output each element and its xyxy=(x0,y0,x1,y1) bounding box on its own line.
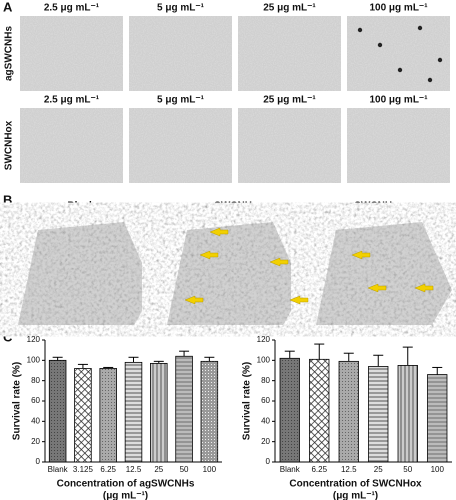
aggregate xyxy=(357,27,363,33)
x-tick-label: 3.125 xyxy=(73,465,94,474)
y-axis-label: Survival rate (%) xyxy=(12,362,23,440)
y-tick-label: 0 xyxy=(36,457,41,466)
image-label: 5 μg mL⁻¹ xyxy=(157,95,205,106)
arrow xyxy=(414,283,434,293)
bar xyxy=(124,361,143,463)
image-label: 100 μg mL⁻¹ xyxy=(369,3,428,14)
y-tick-label: 80 xyxy=(31,376,40,385)
panel-label: A xyxy=(3,0,13,14)
cell xyxy=(316,222,452,325)
arrow xyxy=(289,295,309,305)
aggregate xyxy=(427,77,433,83)
cell xyxy=(18,222,154,325)
y-axis-label: Survival rate (%) xyxy=(242,362,253,440)
sem-image xyxy=(306,214,452,325)
y-tick-label: 120 xyxy=(27,335,41,344)
y-tick-label: 100 xyxy=(27,355,41,364)
x-axis-unit: (μg mL⁻¹) xyxy=(333,491,378,500)
micrograph-texture xyxy=(347,108,450,183)
bar xyxy=(368,366,389,463)
image-label: 100 μg mL⁻¹ xyxy=(369,95,428,106)
x-tick-label: 50 xyxy=(180,465,189,474)
y-tick-label: 120 xyxy=(257,335,271,344)
aggregate xyxy=(397,67,403,73)
bar xyxy=(279,357,300,463)
arrow xyxy=(184,295,204,305)
x-axis-unit: (μg mL⁻¹) xyxy=(103,491,148,500)
row-label: agSWCNHs xyxy=(4,26,15,81)
sem-image xyxy=(8,214,154,325)
y-tick-label: 0 xyxy=(266,457,271,466)
image-label: 2.5 μg mL⁻¹ xyxy=(44,3,100,14)
panel-label: B xyxy=(3,192,12,207)
x-tick-label: 12.5 xyxy=(341,465,357,474)
x-tick-label: Blank xyxy=(280,465,301,474)
x-tick-label: Blank xyxy=(48,465,69,474)
bar xyxy=(427,374,448,463)
x-tick-label: 25 xyxy=(374,465,383,474)
image-label: 5 μg mL⁻¹ xyxy=(157,3,205,14)
x-tick-label: 6.25 xyxy=(311,465,327,474)
aggregate xyxy=(377,42,383,48)
image-label: Blank xyxy=(67,201,95,212)
x-axis-label: Concentration of agSWCNHs xyxy=(57,479,195,490)
x-axis-label: Concentration of SWCNHox xyxy=(289,479,422,490)
sem-image xyxy=(157,214,303,325)
aggregate xyxy=(417,25,423,31)
micrograph-texture xyxy=(20,108,123,183)
bar xyxy=(175,355,193,463)
y-tick-label: 20 xyxy=(31,437,40,446)
bar xyxy=(48,359,67,463)
arrow xyxy=(209,227,229,237)
micrograph-texture xyxy=(129,108,232,183)
x-tick-label: 12.5 xyxy=(126,465,142,474)
micrograph-texture xyxy=(347,16,450,91)
x-tick-label: 6.25 xyxy=(100,465,116,474)
panel-label: C xyxy=(3,329,13,344)
x-tick-label: 25 xyxy=(154,465,163,474)
y-tick-label: 20 xyxy=(261,437,270,446)
x-tick-label: 50 xyxy=(403,465,412,474)
y-tick-label: 40 xyxy=(261,416,270,425)
bar xyxy=(309,358,330,463)
image-label: 25 μg mL⁻¹ xyxy=(263,95,316,106)
micrograph-texture xyxy=(129,16,232,91)
micrograph-texture xyxy=(20,16,123,91)
image-label: 25 μg mL⁻¹ xyxy=(263,3,316,14)
image-label: SWCNHox xyxy=(354,201,404,212)
bar xyxy=(99,368,117,463)
image-label: 2.5 μg mL⁻¹ xyxy=(44,95,100,106)
bar xyxy=(338,360,359,463)
bar xyxy=(74,368,92,463)
aggregate xyxy=(437,57,443,63)
x-tick-label: 100 xyxy=(431,465,445,474)
x-tick-label: 100 xyxy=(203,465,217,474)
arrow xyxy=(269,257,289,267)
y-tick-label: 100 xyxy=(257,355,271,364)
arrow xyxy=(199,250,219,260)
y-tick-label: 80 xyxy=(261,376,270,385)
y-tick-label: 60 xyxy=(261,396,270,405)
image-label: agSWCNHs xyxy=(202,201,257,212)
row-label: SWCNHox xyxy=(4,120,15,170)
bar xyxy=(397,365,418,463)
y-tick-label: 60 xyxy=(31,396,40,405)
arrow xyxy=(367,283,387,293)
y-tick-label: 40 xyxy=(31,416,40,425)
arrow xyxy=(351,250,371,260)
bar xyxy=(200,360,219,463)
bar xyxy=(150,362,168,463)
micrograph-texture xyxy=(238,108,341,183)
micrograph-texture xyxy=(238,16,341,91)
